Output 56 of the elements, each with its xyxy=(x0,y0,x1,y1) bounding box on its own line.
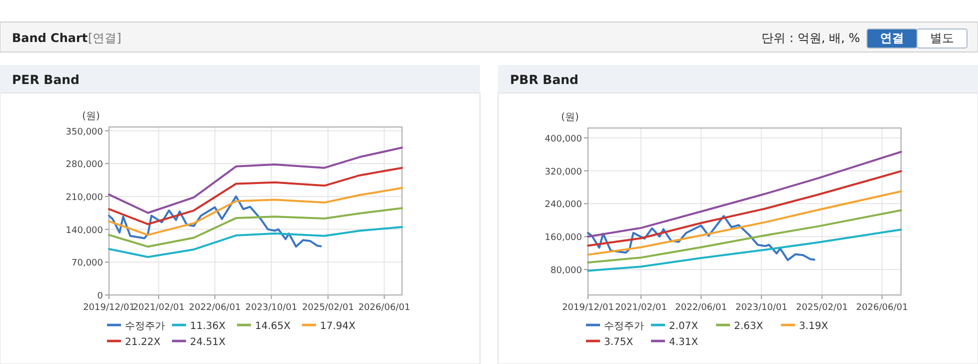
x-tick-label: 2023/10/01 xyxy=(245,303,298,313)
y-tick-label: 0 xyxy=(97,292,104,302)
legend-label: 3.75X xyxy=(604,337,634,348)
chart-title: PER Band xyxy=(12,72,80,87)
legend-label: 2.07X xyxy=(669,321,698,332)
line-series xyxy=(108,207,403,248)
line-series xyxy=(587,170,902,247)
chart-title: PBR Band xyxy=(510,72,578,87)
text: 연결 xyxy=(880,31,904,45)
y-tick-label: 320,000 xyxy=(544,167,582,178)
legend-label: 2.63X xyxy=(734,321,764,332)
text: 별도 xyxy=(930,31,954,45)
x-tick-label: 2021/02/01 xyxy=(615,303,667,313)
y-tick-label: 400,000 xyxy=(544,134,582,144)
y-tick-label: 140,000 xyxy=(66,226,104,236)
line-series xyxy=(108,146,403,214)
line-series xyxy=(587,150,902,238)
y-tick-label: 350,000 xyxy=(66,127,104,138)
text: Band Chart xyxy=(12,31,88,45)
x-tick-label: 2023/10/01 xyxy=(735,303,788,313)
legend-label: 24.51X xyxy=(190,337,226,348)
line-series xyxy=(108,166,403,226)
line-series xyxy=(587,215,816,262)
line-series xyxy=(108,226,403,258)
x-tick-label: 2021/02/01 xyxy=(132,303,185,313)
x-tick-label: 2026/06/01 xyxy=(856,303,908,313)
x-tick-label: 2025/02/01 xyxy=(796,303,848,313)
y-axis-title: (원) xyxy=(82,111,100,122)
line-series xyxy=(587,190,902,256)
x-tick-label: 2019/12/01 xyxy=(83,303,135,313)
y-tick-label: 210,000 xyxy=(66,192,104,203)
legend-label: 수정주가 xyxy=(125,321,165,332)
legend-label: 21.22X xyxy=(125,337,161,348)
legend-label: 4.31X xyxy=(669,337,698,348)
legend-label: 수정주가 xyxy=(604,321,644,332)
x-tick-label: 2019/12/01 xyxy=(562,303,614,313)
legend-label: 3.19X xyxy=(799,321,828,332)
x-tick-label: 2022/06/01 xyxy=(188,303,241,313)
y-tick-label: 80,000 xyxy=(550,266,582,276)
y-tick-label: 240,000 xyxy=(544,200,582,210)
x-tick-label: 2025/02/01 xyxy=(302,303,354,313)
y-tick-label: 280,000 xyxy=(66,160,104,170)
line-series xyxy=(108,187,403,236)
x-tick-label: 2026/06/01 xyxy=(358,303,410,313)
text: [연결] xyxy=(88,31,122,45)
x-tick-label: 2022/06/01 xyxy=(675,303,728,313)
legend-label: 14.65X xyxy=(255,321,291,332)
line-series xyxy=(587,228,902,272)
line-series xyxy=(587,209,902,264)
line-series xyxy=(108,195,322,248)
legend-label: 11.36X xyxy=(190,321,226,332)
legend-label: 17.94X xyxy=(320,321,356,332)
y-tick-label: 70,000 xyxy=(72,258,104,269)
text: 단위 : 억원, 배, % xyxy=(762,31,860,45)
y-axis-title: (원) xyxy=(561,112,579,123)
y-tick-label: 160,000 xyxy=(544,233,582,244)
